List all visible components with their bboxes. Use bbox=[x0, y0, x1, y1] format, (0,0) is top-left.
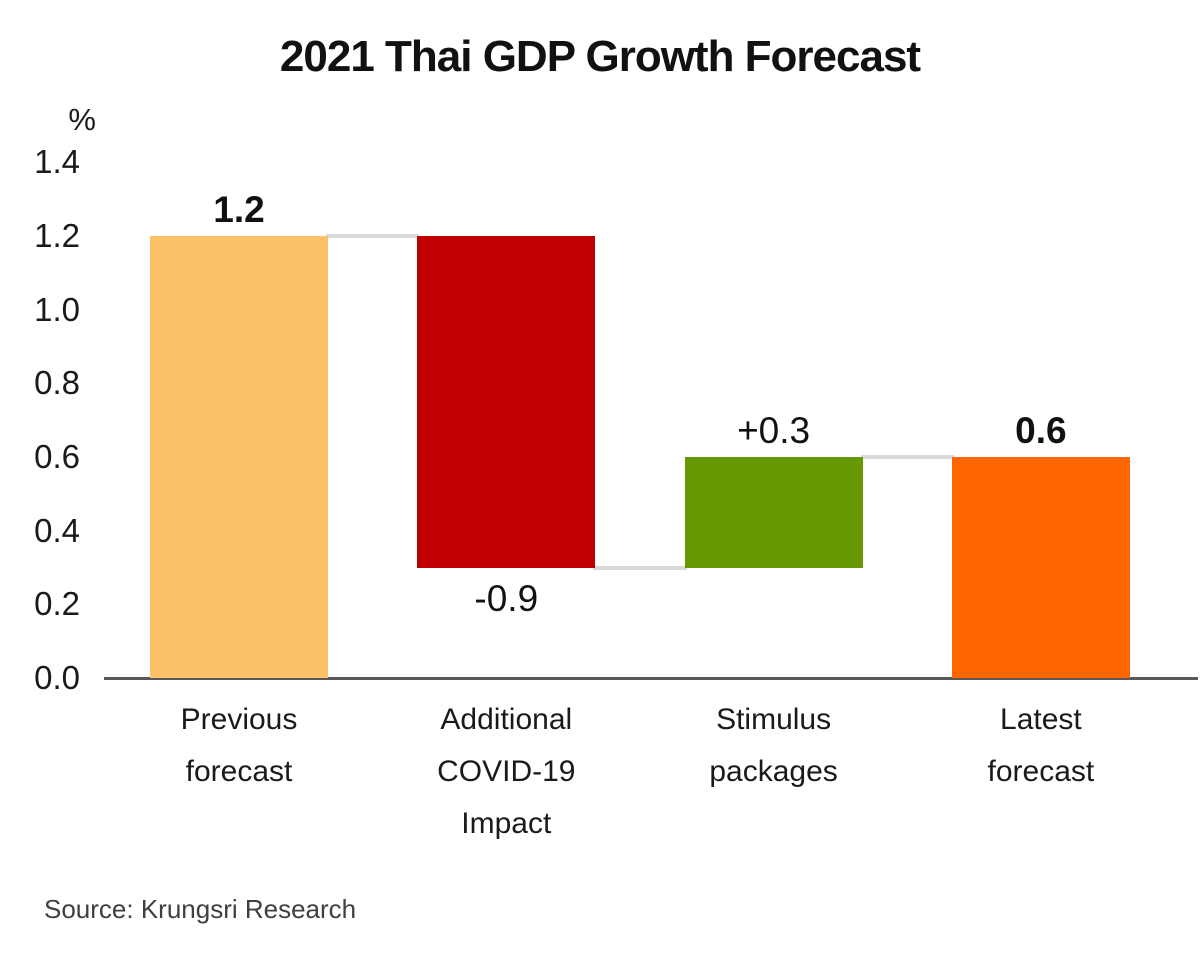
y-tick-label-0-4: 0.4 bbox=[34, 511, 80, 549]
connector-line-3 bbox=[860, 455, 954, 460]
x-category-label-stimulus-packages: Stimulus packages bbox=[709, 703, 838, 788]
x-axis-line bbox=[104, 677, 1198, 680]
y-tick-label-0-8: 0.8 bbox=[34, 364, 80, 402]
y-tick-label-0-2: 0.2 bbox=[34, 585, 80, 623]
chart-title: 2021 Thai GDP Growth Forecast bbox=[279, 32, 921, 81]
bar-latest-forecast bbox=[951, 457, 1130, 678]
y-tick-label-1-4: 1.4 bbox=[34, 143, 80, 181]
y-tick-label-1-0: 1.0 bbox=[34, 290, 80, 328]
bar-value-label-previous-forecast: 1.2 bbox=[213, 189, 265, 231]
y-axis-unit-label: % bbox=[68, 102, 96, 137]
bar-value-label-latest-forecast: 0.6 bbox=[1015, 410, 1067, 452]
bar-additional-covid-19-impact bbox=[417, 236, 596, 568]
connector-line-1 bbox=[326, 234, 420, 239]
bar-value-label-stimulus-packages: +0.3 bbox=[737, 410, 811, 452]
x-category-label-previous-forecast: Previous forecast bbox=[180, 703, 298, 788]
connector-line-2 bbox=[593, 565, 687, 570]
y-tick-label-0-6: 0.6 bbox=[34, 438, 80, 476]
bar-previous-forecast bbox=[150, 236, 328, 678]
x-category-label-latest-forecast: Latest forecast bbox=[987, 703, 1095, 788]
y-tick-label-0-0: 0.0 bbox=[34, 659, 80, 696]
x-category-label-additional-covid-19-impact: Additional COVID-19 Impact bbox=[437, 703, 576, 840]
source-note: Source: Krungsri Research bbox=[44, 894, 357, 924]
bar-value-label-additional-covid-19-impact: -0.9 bbox=[474, 577, 539, 619]
bar-stimulus-packages bbox=[684, 457, 863, 568]
y-tick-label-1-2: 1.2 bbox=[34, 217, 80, 255]
